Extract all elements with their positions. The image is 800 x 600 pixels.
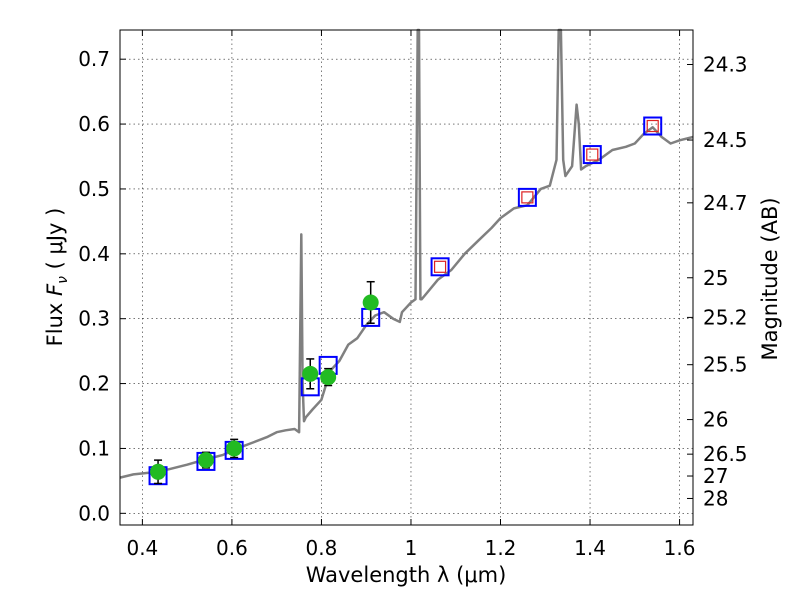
observed-photometry-layer	[150, 280, 379, 485]
mag-tick-label: 24.5	[703, 128, 748, 152]
y-tick-label: 0.3	[78, 307, 110, 331]
grid-lines	[120, 30, 693, 525]
tick-labels: 0.4 0.6 0.8 1 1.2 1.4 1.6 0.0 0.1 0.2 0.3 0.4 0.5 0.6…	[78, 47, 747, 560]
y-tick-label: 0.2	[78, 372, 110, 396]
model-photometry-box	[517, 187, 537, 207]
x-axis-title: Wavelength λ (μm)	[306, 563, 507, 587]
model-photometry-inner-box	[586, 148, 599, 161]
y-axis-title-suffix: ( μJy )	[43, 208, 67, 276]
mag-tick-label: 25.5	[703, 353, 748, 377]
x-tick-label: 0.8	[306, 536, 338, 560]
x-tick-label: 1	[405, 536, 418, 560]
x-tick-label: 0.4	[126, 536, 158, 560]
observed-point	[150, 463, 167, 480]
observed-point	[197, 452, 214, 469]
mag-tick-label: 27	[703, 464, 728, 488]
axis-ticks	[120, 30, 693, 525]
model-photometry-layer	[148, 116, 663, 486]
mag-tick-label: 26.5	[703, 442, 748, 466]
observed-point	[226, 440, 243, 457]
model-photometry-inner-box	[521, 191, 534, 204]
mag-tick-label: 24.7	[703, 191, 748, 215]
y-axis-title-subscript: ν	[55, 276, 71, 284]
model-photometry-box	[430, 257, 450, 277]
y2-axis-title: Magnitude (AB)	[758, 197, 782, 360]
y-tick-label: 0.0	[78, 501, 110, 525]
mag-tick-label: 25.2	[703, 305, 748, 329]
x-tick-label: 1.2	[485, 536, 517, 560]
y-tick-label: 0.7	[78, 47, 110, 71]
model-photometry-box	[643, 116, 663, 136]
observed-point	[362, 294, 379, 311]
y-tick-label: 0.1	[78, 436, 110, 460]
mag-tick-label: 26	[703, 408, 728, 432]
mag-tick-label: 28	[703, 486, 728, 510]
x-tick-label: 1.6	[664, 536, 696, 560]
x-tick-label: 1.4	[574, 536, 606, 560]
y-tick-label: 0.4	[78, 242, 110, 266]
y-axis-title: Flux Fν ( μJy )	[43, 208, 71, 347]
mag-tick-label: 24.3	[703, 53, 748, 77]
y-axis-title-prefix: Flux	[43, 296, 67, 346]
mag-tick-label: 25	[703, 266, 728, 290]
model-photometry-inner-box	[433, 260, 447, 273]
model-photometry-box	[582, 145, 602, 165]
plot-frame	[119, 29, 694, 526]
y-tick-label: 0.5	[78, 177, 110, 201]
y-tick-label: 0.6	[78, 112, 110, 136]
observed-point	[302, 365, 319, 382]
model-photometry-inner-box	[646, 119, 659, 133]
y-axis-title-symbol: F	[43, 283, 67, 296]
observed-point	[320, 369, 337, 386]
x-tick-label: 0.6	[216, 536, 248, 560]
